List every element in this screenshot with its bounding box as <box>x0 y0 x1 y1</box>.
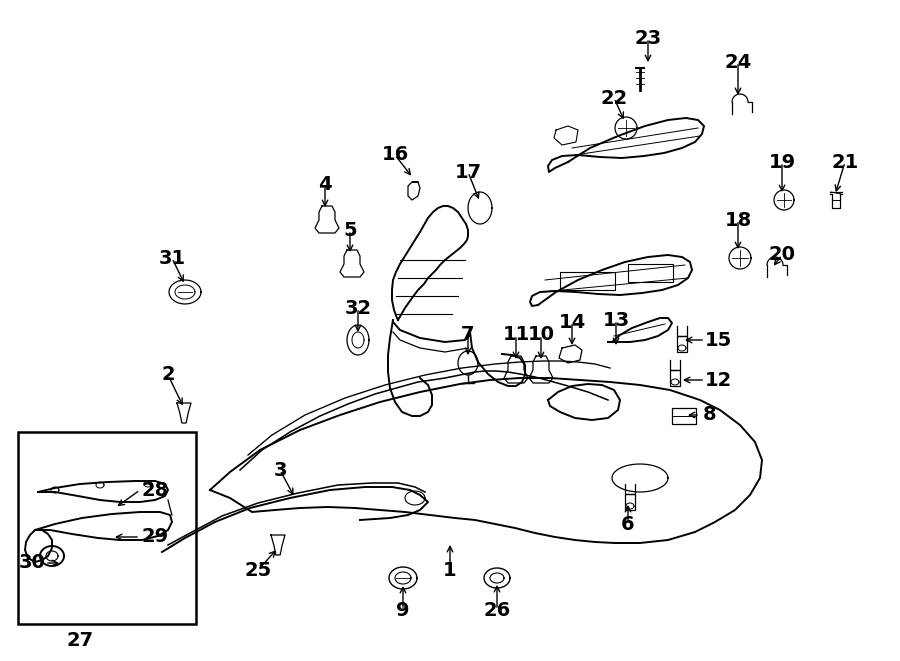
Text: 30: 30 <box>19 553 45 572</box>
Bar <box>560 272 615 290</box>
Text: 13: 13 <box>602 311 630 329</box>
Text: 14: 14 <box>558 313 586 332</box>
Text: 21: 21 <box>832 153 859 171</box>
Text: 19: 19 <box>769 153 796 171</box>
Bar <box>672 408 696 424</box>
Text: 23: 23 <box>634 28 662 48</box>
Text: 10: 10 <box>527 325 554 344</box>
Text: 22: 22 <box>600 89 627 108</box>
Text: 2: 2 <box>161 366 175 385</box>
Text: 32: 32 <box>345 299 372 317</box>
Text: 12: 12 <box>705 371 732 389</box>
Text: 29: 29 <box>141 527 168 547</box>
Text: 16: 16 <box>382 145 409 165</box>
Text: 27: 27 <box>67 631 94 650</box>
Text: 7: 7 <box>461 325 475 344</box>
Text: 1: 1 <box>443 561 457 580</box>
Text: 20: 20 <box>769 245 796 264</box>
Text: 8: 8 <box>703 405 716 424</box>
Text: 5: 5 <box>343 221 356 239</box>
Text: 18: 18 <box>724 210 751 229</box>
Bar <box>628 264 673 282</box>
Text: 17: 17 <box>454 163 482 182</box>
Text: 4: 4 <box>319 176 332 194</box>
Text: 31: 31 <box>158 249 185 268</box>
Text: 6: 6 <box>621 516 634 535</box>
Text: 11: 11 <box>502 325 529 344</box>
Bar <box>18 432 196 624</box>
Text: 9: 9 <box>396 600 410 619</box>
Bar <box>670 370 680 386</box>
Text: 3: 3 <box>274 461 287 479</box>
Text: 25: 25 <box>245 561 272 580</box>
Text: 26: 26 <box>483 600 510 619</box>
Bar <box>677 336 687 352</box>
Bar <box>625 494 635 510</box>
Text: 28: 28 <box>141 481 168 500</box>
Text: 24: 24 <box>724 52 751 71</box>
Text: 15: 15 <box>705 330 732 350</box>
